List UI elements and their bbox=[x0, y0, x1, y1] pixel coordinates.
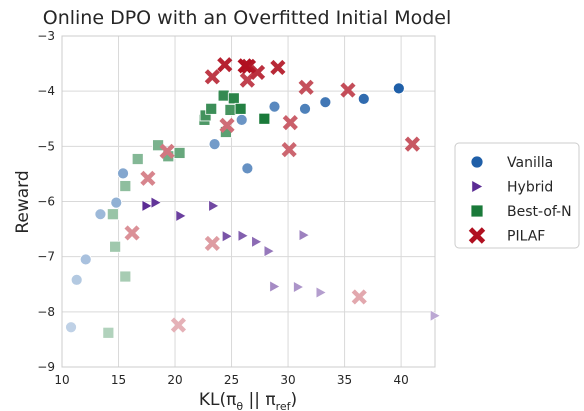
hybrid-point bbox=[430, 309, 441, 322]
best-of-n-point bbox=[119, 270, 132, 283]
legend-label-vanilla: Vanilla bbox=[507, 155, 553, 171]
legend: Vanilla Hybrid Best-of-N PILAF bbox=[454, 142, 580, 249]
x-tick-label: 10 bbox=[54, 373, 69, 387]
best-of-n-point bbox=[234, 102, 247, 115]
series-pilaf bbox=[124, 57, 420, 333]
hybrid-point bbox=[237, 229, 249, 242]
x-tick-label: 20 bbox=[167, 373, 182, 387]
series-best-of-n bbox=[102, 89, 271, 339]
y-tick-label: −3 bbox=[37, 29, 55, 43]
x-axis-label-mid: || π bbox=[243, 390, 276, 410]
pilaf-point bbox=[351, 289, 367, 305]
vanilla-point bbox=[208, 138, 221, 151]
vanilla-point bbox=[117, 167, 129, 180]
x-axis-label-end: ) bbox=[291, 390, 298, 410]
legend-marker-pilaf bbox=[468, 227, 486, 244]
vanilla-point bbox=[357, 92, 370, 105]
hybrid-point bbox=[293, 280, 305, 294]
best-of-n-point bbox=[217, 89, 230, 102]
pilaf-point bbox=[237, 58, 253, 74]
pilaf-point bbox=[281, 142, 297, 158]
hybrid-point bbox=[269, 280, 281, 293]
y-tick-label: −6 bbox=[37, 195, 55, 209]
y-tick-label: −7 bbox=[37, 250, 55, 264]
y-tick-label: −5 bbox=[37, 139, 55, 153]
series-vanilla bbox=[65, 82, 405, 334]
pilaf-point bbox=[298, 79, 314, 95]
hybrid-point bbox=[141, 199, 153, 212]
vanilla-point bbox=[319, 96, 332, 109]
x-axis-label-sub-theta: θ bbox=[236, 400, 243, 411]
vanilla-point bbox=[299, 102, 311, 115]
y-axis-label: Reward bbox=[13, 170, 33, 233]
vanilla-point bbox=[235, 113, 248, 126]
vanilla-point bbox=[79, 253, 92, 266]
pilaf-point bbox=[270, 59, 286, 76]
x-axis-label: KL(πθ || πref) bbox=[199, 390, 297, 411]
legend-box bbox=[454, 142, 580, 249]
pilaf-point bbox=[239, 72, 255, 88]
vanilla-point bbox=[392, 82, 405, 95]
y-tick-label: −9 bbox=[37, 360, 55, 374]
legend-marker-hybrid bbox=[471, 179, 484, 194]
best-of-n-point bbox=[119, 180, 132, 192]
pilaf-point bbox=[170, 317, 187, 333]
vanilla-point bbox=[110, 196, 123, 209]
legend-marker-vanilla bbox=[470, 155, 484, 169]
legend-label-hybrid: Hybrid bbox=[507, 180, 553, 196]
pilaf-point bbox=[219, 117, 235, 133]
pilaf-point bbox=[404, 136, 420, 152]
vanilla-point bbox=[70, 273, 83, 286]
pilaf-point bbox=[124, 225, 140, 241]
best-of-n-point bbox=[205, 102, 218, 115]
x-tick-label: 30 bbox=[280, 373, 295, 387]
vanilla-point bbox=[94, 208, 107, 221]
pilaf-point bbox=[204, 235, 220, 252]
hybrid-point bbox=[175, 209, 187, 222]
best-of-n-point bbox=[131, 153, 144, 165]
vanilla-point bbox=[268, 100, 281, 113]
hybrid-point bbox=[222, 230, 233, 243]
series-hybrid bbox=[141, 196, 441, 322]
vanilla-point bbox=[65, 321, 77, 334]
pilaf-point bbox=[140, 170, 156, 186]
best-of-n-point bbox=[106, 208, 119, 221]
legend-label-pilaf: PILAF bbox=[507, 229, 545, 245]
x-axis-label-sub-ref: ref bbox=[276, 400, 292, 411]
hybrid-point bbox=[263, 245, 275, 258]
pilaf-point bbox=[217, 57, 233, 73]
hybrid-point bbox=[251, 235, 263, 248]
hybrid-point bbox=[208, 199, 220, 212]
plot-frame bbox=[61, 35, 436, 368]
hybrid-point bbox=[150, 196, 162, 209]
y-tick-labels: −9 −8 −7 −6 −5 −4 −3 bbox=[37, 29, 55, 374]
x-tick-label: 35 bbox=[337, 373, 352, 387]
best-of-n-point bbox=[173, 147, 186, 159]
best-of-n-point bbox=[109, 240, 122, 253]
legend-marker-best-of-n bbox=[470, 204, 484, 218]
y-tick-label: −4 bbox=[37, 84, 55, 98]
x-axis-label-main: KL(π bbox=[199, 390, 237, 410]
y-tick-label: −8 bbox=[37, 305, 55, 319]
x-tick-label: 25 bbox=[224, 373, 239, 387]
pilaf-point bbox=[282, 115, 298, 131]
hybrid-point bbox=[315, 286, 327, 299]
best-of-n-point bbox=[258, 112, 271, 125]
pilaf-point bbox=[340, 82, 356, 98]
pilaf-point bbox=[204, 69, 220, 85]
best-of-n-point bbox=[102, 326, 115, 339]
x-tick-label: 40 bbox=[393, 373, 408, 387]
data-points bbox=[65, 57, 441, 339]
best-of-n-point bbox=[227, 92, 240, 105]
chart-title: Online DPO with an Overfitted Initial Mo… bbox=[43, 7, 452, 29]
best-of-n-point bbox=[224, 104, 237, 116]
vanilla-point bbox=[241, 162, 254, 175]
hybrid-point bbox=[298, 229, 310, 242]
x-tick-label: 15 bbox=[111, 373, 126, 387]
pilaf-point bbox=[159, 143, 175, 159]
x-tick-labels: 10 15 20 25 30 35 40 bbox=[54, 373, 408, 387]
legend-label-best-of-n: Best-of-N bbox=[507, 204, 572, 220]
